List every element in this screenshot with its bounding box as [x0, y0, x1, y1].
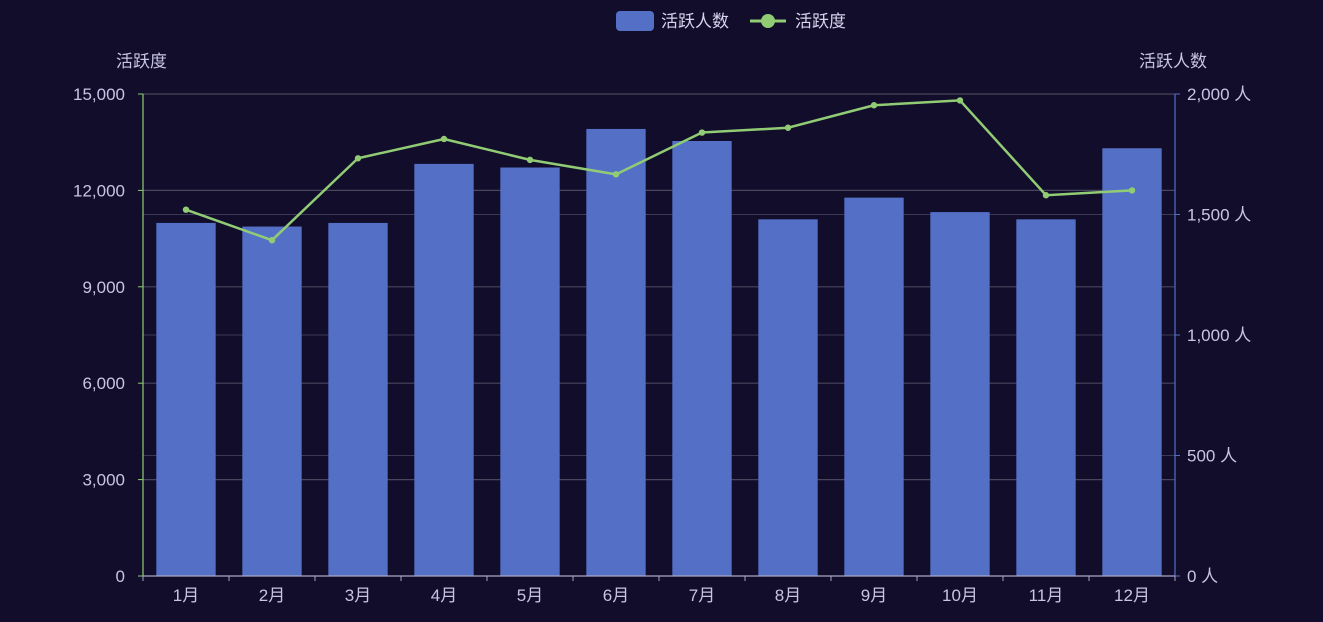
x-tick-label-9: 10月 — [942, 586, 978, 605]
x-tick-label-3: 4月 — [431, 586, 457, 605]
x-tick-label-0: 1月 — [173, 586, 199, 605]
axes — [138, 93, 1180, 581]
activity-point-7月 — [698, 129, 706, 136]
bar-2月 — [242, 226, 302, 577]
x-tick-label-10: 11月 — [1029, 586, 1064, 605]
x-tick-label-8: 9月 — [861, 586, 887, 605]
x-tick-label-4: 5月 — [517, 586, 543, 605]
legend[interactable]: 活跃人数 活跃度 — [616, 11, 846, 31]
activity-point-1月 — [182, 206, 190, 213]
activity-point-2月 — [268, 237, 276, 244]
left-tick-label-0: 0 — [116, 567, 125, 586]
bar-9月 — [844, 197, 904, 576]
activity-line — [185, 99, 1133, 242]
bar-11月 — [1016, 219, 1076, 576]
activity-point-9月 — [870, 102, 878, 109]
bar-series — [156, 128, 1162, 577]
activity-point-8月 — [784, 124, 792, 131]
left-tick-label-2: 6,000 — [82, 374, 125, 393]
left-tick-label-1: 3,000 — [82, 471, 125, 490]
left-tick-label-3: 9,000 — [82, 278, 125, 297]
activity-point-12月 — [1128, 187, 1136, 194]
x-tick-label-11: 12月 — [1114, 586, 1150, 605]
bar-10月 — [930, 212, 990, 576]
legend-line-label[interactable]: 活跃度 — [795, 12, 846, 31]
x-tick-label-7: 8月 — [775, 586, 801, 605]
grid-lines — [143, 93, 1175, 481]
bar-5月 — [500, 167, 560, 576]
x-tick-label-2: 3月 — [345, 586, 371, 605]
tick-labels: 0 3,000 6,000 9,000 12,000 15,000 0 人 500 人 1,00… — [73, 85, 1251, 605]
activity-point-3月 — [354, 155, 362, 162]
left-tick-label-5: 15,000 — [73, 85, 125, 104]
bar-8月 — [758, 219, 818, 576]
activity-point-4月 — [440, 135, 448, 143]
x-tick-label-6: 7月 — [689, 586, 715, 605]
legend-bar-swatch[interactable] — [616, 11, 654, 31]
legend-bar-label[interactable]: 活跃人数 — [661, 12, 729, 31]
legend-line-marker[interactable] — [761, 14, 775, 28]
left-tick-label-4: 12,000 — [73, 181, 125, 200]
bar-12月 — [1102, 148, 1162, 576]
right-tick-label-0: 0 人 — [1187, 567, 1218, 586]
right-tick-label-4: 2,000 人 — [1187, 85, 1251, 104]
activity-point-10月 — [956, 97, 964, 104]
bar-4月 — [414, 163, 474, 576]
right-tick-label-3: 1,500 人 — [1187, 206, 1251, 225]
left-axis-title: 活跃度 — [116, 52, 167, 71]
right-tick-label-2: 1,000 人 — [1187, 326, 1251, 345]
bar-7月 — [672, 140, 732, 576]
activity-point-5月 — [526, 156, 534, 164]
x-tick-label-5: 6月 — [603, 586, 629, 605]
line-series — [182, 97, 1136, 244]
bar-1月 — [156, 222, 216, 576]
activity-point-11月 — [1042, 192, 1050, 199]
activity-point-6月 — [612, 171, 620, 178]
bar-3月 — [328, 222, 388, 576]
right-tick-label-1: 500 人 — [1187, 447, 1237, 466]
right-axis-title: 活跃人数 — [1139, 52, 1207, 71]
bar-6月 — [586, 128, 646, 576]
x-tick-label-1: 2月 — [259, 586, 285, 605]
